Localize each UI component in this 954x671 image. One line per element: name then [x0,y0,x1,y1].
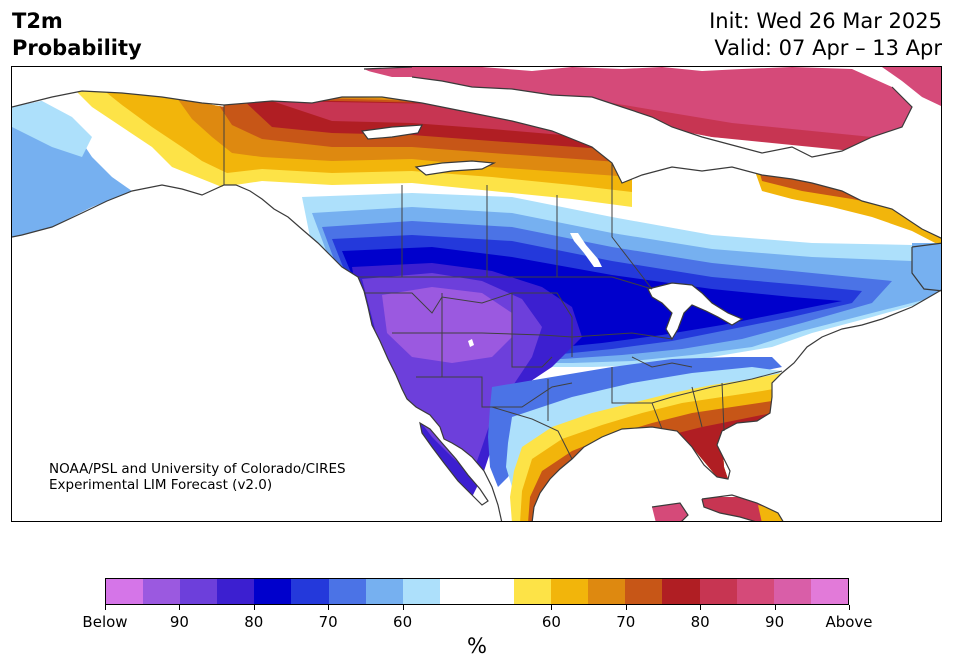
credit-line-2: Experimental LIM Forecast (v2.0) [49,477,273,493]
colorbar-tick-label: 70 [318,613,338,631]
colorbar-tick-label: 80 [690,613,710,631]
colorbar-segment [439,579,477,604]
colorbar-tick-mark [179,605,181,610]
title-type: Probability [12,36,142,60]
colorbar-segment [217,579,255,604]
credit-text: NOAA/PSL and University of Colorado/CIRE… [49,461,346,493]
colorbar-segment [180,579,218,604]
colorbar-segment [328,579,366,604]
valid-range: Valid: 07 Apr – 13 Apr [714,36,942,60]
colorbar-segment [106,579,144,604]
colorbar-tick-mark [328,605,330,610]
colorbar-tick-label: 60 [393,613,413,631]
colorbar-tick-label: 60 [541,613,561,631]
colorbar-tick-mark [402,605,404,610]
credit-line-1: NOAA/PSL and University of Colorado/CIRE… [49,461,346,477]
colorbar-tick-label: 70 [616,613,636,631]
colorbar-tick-mark [105,605,106,610]
colorbar-tick-mark [849,605,850,610]
colorbar-segment [476,579,515,604]
init-date: Init: Wed 26 Mar 2025 [709,9,942,33]
colorbar-tick-mark [253,605,255,610]
colorbar-segment [514,579,552,604]
probability-fill [12,67,941,521]
colorbar-segment [588,579,626,604]
title-variable: T2m [12,9,63,33]
colorbar-tick-mark [625,605,627,610]
colorbar [105,578,849,605]
colorbar-unit-label: % [467,634,487,658]
colorbar-segment [699,579,737,604]
colorbar-segment [402,579,440,604]
colorbar-segment [625,579,663,604]
colorbar-tick-label: 80 [244,613,264,631]
colorbar-segment [662,579,700,604]
colorbar-segment [143,579,181,604]
map-title: T2m Probability [12,8,142,62]
colorbar-tick-label: Above [825,613,873,631]
colorbar-segment [254,579,292,604]
colorbar-segment [291,579,329,604]
colorbar-segment [365,579,403,604]
colorbar-segment [773,579,811,604]
colorbar-tick-label: Below [82,613,128,631]
forecast-dates: Init: Wed 26 Mar 2025 Valid: 07 Apr – 13… [709,8,942,62]
map-panel [11,66,942,522]
colorbar-tick-label: 90 [169,613,189,631]
colorbar-segment [736,579,774,604]
colorbar-segment [810,579,848,604]
colorbar-tick-mark [700,605,702,610]
colorbar-tick-mark [774,605,776,610]
probability-map [12,67,941,521]
colorbar-tick-mark [551,605,553,610]
colorbar-tick-label: 90 [765,613,785,631]
political-boundaries [223,105,783,460]
coastlines [12,67,941,521]
colorbar-segment [551,579,589,604]
